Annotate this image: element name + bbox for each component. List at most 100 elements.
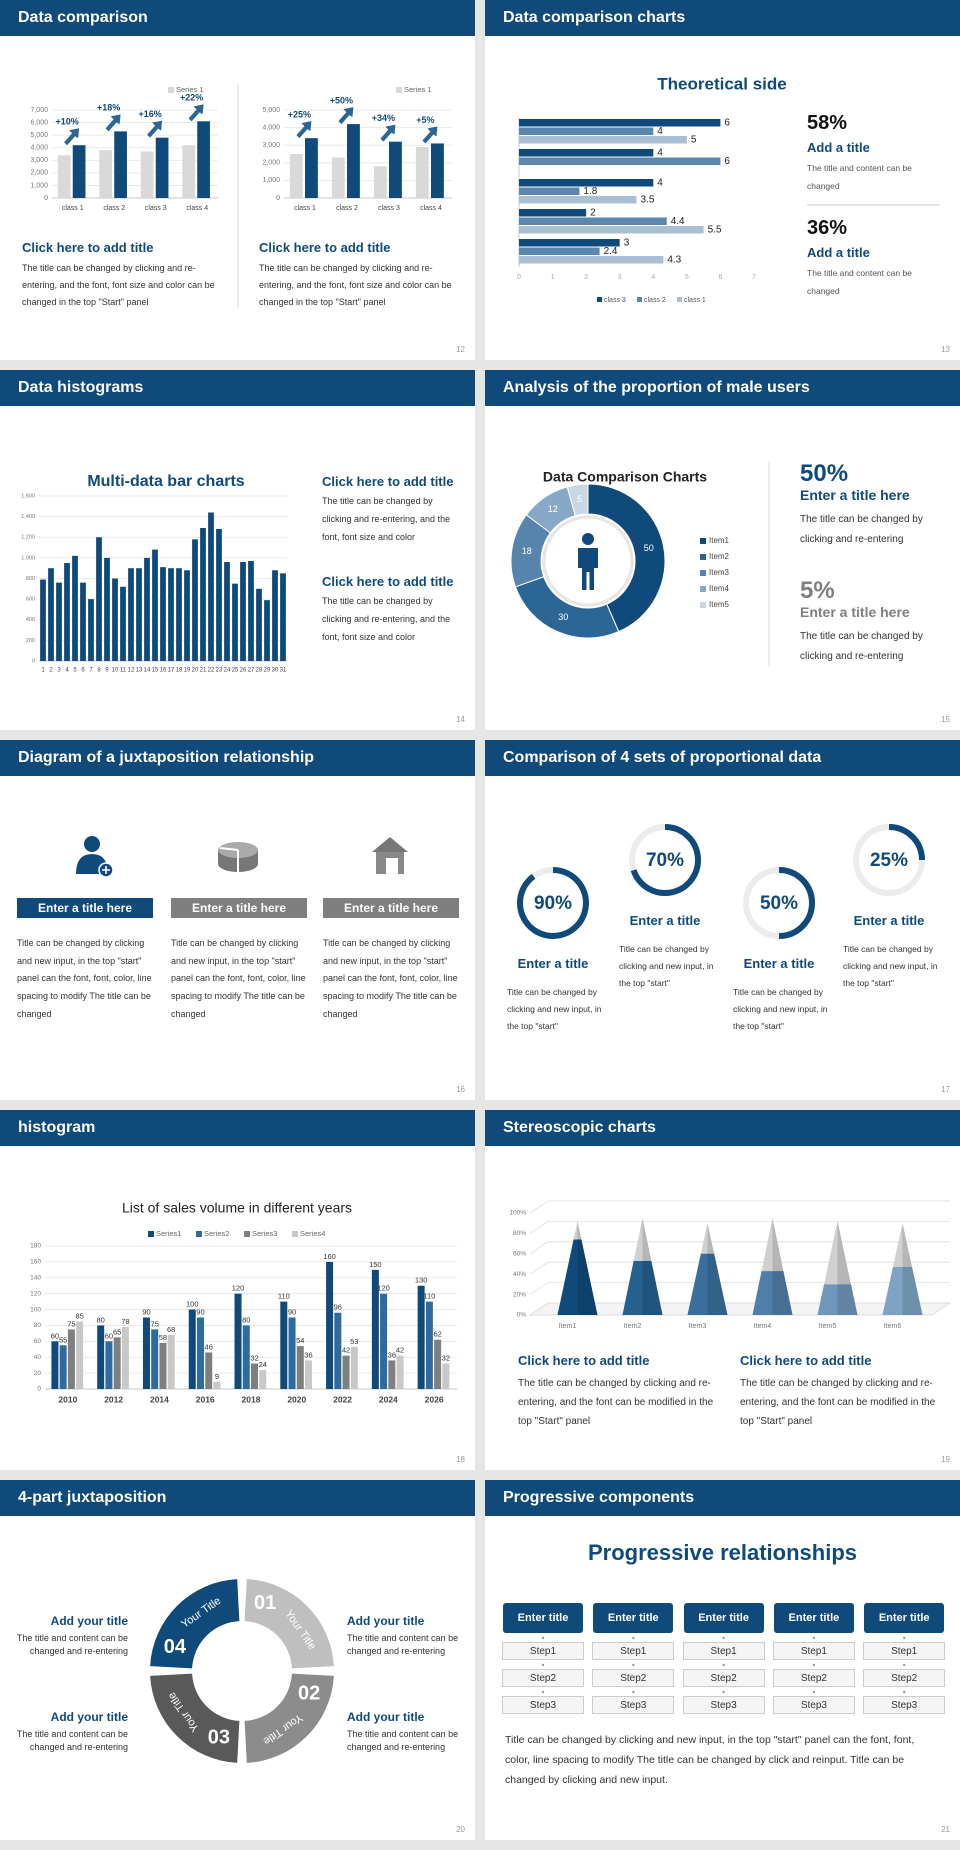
bar [264,600,270,661]
x-tick-label: class 1 [294,205,316,212]
x-tick-label: 31 [280,668,287,674]
slide-graphics [541,1636,906,1694]
icon [84,836,100,852]
bar [519,247,600,255]
grid-line [529,1241,950,1255]
bar [64,563,70,661]
connector-dot [903,1636,906,1640]
legend-label: Item1 [709,536,730,545]
y-tick-label: 60 [34,1338,42,1345]
y-tick-label: 3,000 [262,142,280,149]
grid-line [529,1282,950,1295]
block-title: Click here to add title [322,574,454,589]
x-tick-label: 6 [81,668,85,674]
stat-value: 5% [800,577,835,604]
ring-progress [888,824,925,861]
bar [168,568,174,661]
step: Step2 [863,1669,946,1687]
x-tick-label: 2014 [150,1394,169,1404]
step: Step3 [502,1696,584,1714]
data-label: 62 [433,1330,441,1339]
annotation: +18% [97,103,120,113]
data-label: 54 [296,1336,304,1345]
bar [240,562,246,661]
legend-swatch [677,297,682,302]
x-tick-label: 28 [256,668,263,674]
bar [289,154,303,198]
bar [334,1312,342,1389]
x-tick-label: 23 [216,668,223,674]
annotation: +16% [138,109,161,119]
icon [372,837,408,852]
bar [373,166,387,198]
bar [76,1321,84,1389]
data-label: 53 [350,1337,358,1346]
slide: 90% 70% 50% 25% Comparison of 4 sets of prop… [485,740,960,1100]
x-tick-label: 4 [651,274,655,281]
chart-title: Theoretical side [657,74,786,93]
data-label: 32 [442,1354,450,1363]
bar [88,599,94,661]
bar [415,146,429,198]
legend-label: Item3 [709,568,730,577]
bar [519,226,704,234]
step: Step1 [863,1642,946,1660]
x-tick-label: 2020 [287,1394,306,1404]
stat-title: Enter a title here [800,487,910,503]
grid-line [529,1221,950,1234]
item-text: The title and content can be changed and… [347,1729,459,1752]
legend-label: Series4 [300,1229,325,1238]
legend-swatch [637,297,642,302]
bar [251,1363,259,1389]
bar [326,1261,334,1389]
bar [99,150,113,198]
x-tick-label: Item2 [624,1323,642,1330]
cone-shade [577,1221,598,1315]
data-label: 4 [657,126,663,137]
bar [120,586,126,661]
bar [442,1363,450,1389]
donut-segment [566,483,589,517]
stat-value: 50% [800,460,849,487]
y-tick-label: 140 [30,1274,41,1281]
annotation-arrow [147,120,163,138]
block-title: Click here to add title [518,1353,650,1368]
y-tick-label: 6,000 [30,119,48,126]
stat-text: The title can be changed by clicking and… [800,514,923,545]
step: Step2 [682,1669,765,1687]
annotation: +22% [180,93,203,103]
y-tick-label: 100% [509,1210,526,1217]
y-tick-label: 120 [30,1290,41,1297]
connector-dot [722,1636,725,1640]
x-tick-label: Item6 [884,1323,902,1330]
grid-line [529,1200,950,1214]
annotation: +34% [372,113,395,123]
grid-line [529,1261,950,1275]
x-tick-label: 22 [208,668,215,674]
bar [519,239,620,247]
annotation-arrow [105,114,121,132]
y-tick-label: 160 [30,1259,41,1266]
bar [140,151,154,198]
data-label: 5.5 [708,224,722,235]
bar [197,121,210,198]
page-number: 19 [941,1455,950,1464]
step: Step1 [502,1642,584,1660]
slide: Data Comparison Charts 50 Item1 30 Item2 18 It… [485,370,960,730]
bar [205,1352,213,1389]
cone-fill [752,1271,793,1315]
page-number: 17 [941,1085,950,1094]
stat-value: 58% [807,112,848,134]
legend-label: Series1 [156,1229,181,1238]
connector-dot [541,1663,545,1667]
legend-swatch [396,87,402,93]
annotation-arrow [296,121,312,139]
data-label: 2 [590,207,596,218]
bar [342,1355,350,1389]
y-tick-label: 800 [26,576,35,582]
step: Step2 [772,1669,855,1687]
annotation: +50% [330,95,353,105]
data-label: 80 [97,1315,105,1324]
data-label: 50 [644,543,654,553]
